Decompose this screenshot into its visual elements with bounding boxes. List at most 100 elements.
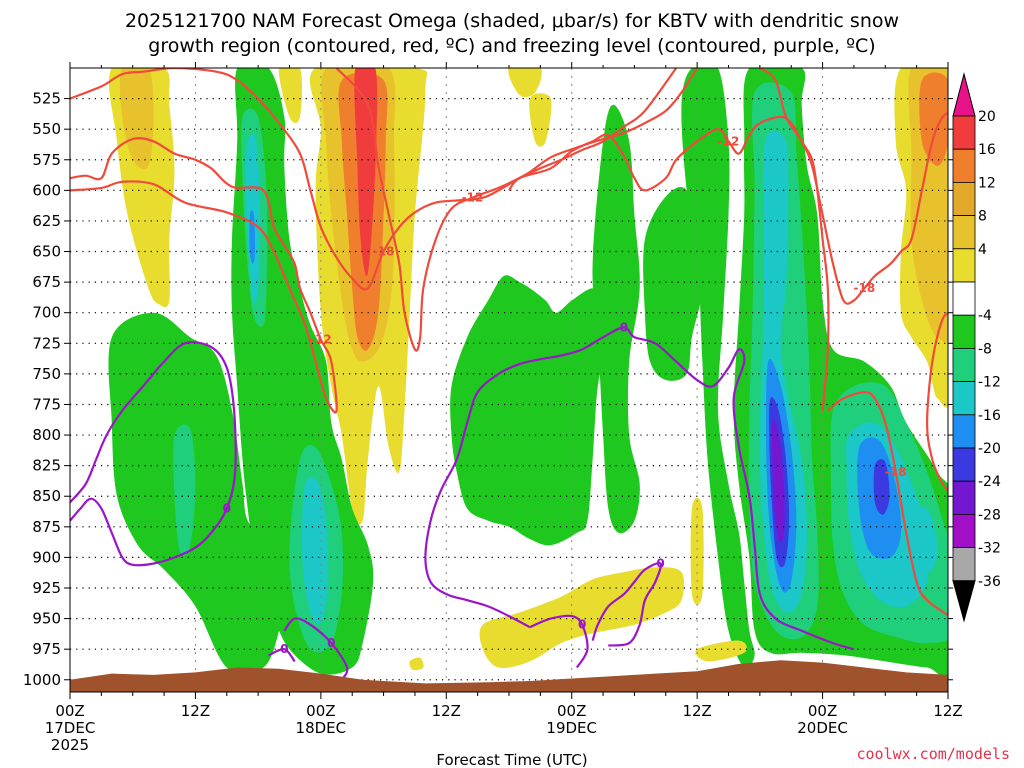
y-tick-label-600: 600 — [32, 181, 61, 199]
dendritic-contour-label-4: -18 — [854, 281, 876, 295]
y-tick-label-550: 550 — [32, 120, 61, 138]
omega-region--4-13 — [108, 312, 285, 674]
omega-region--20-34 — [873, 459, 890, 515]
colorbar-swatch-11 — [952, 480, 976, 515]
dendritic-contour-label-2: -12 — [462, 191, 484, 205]
y-tick-label-750: 750 — [32, 365, 61, 383]
colorbar-label--36: -36 — [978, 574, 1001, 590]
freezing-contour-label-1: 0 — [327, 636, 335, 650]
omega-region-4-6 — [278, 68, 302, 124]
y-tick-label-575: 575 — [32, 151, 61, 169]
y-tick-label-675: 675 — [32, 273, 61, 291]
plot-area: -12 -18 -12 -12 -18 -18 0 0 0 0 0 0 — [70, 68, 948, 692]
omega-region--12-19 — [301, 477, 329, 625]
x-tick-label-48-0: 00Z — [557, 702, 586, 720]
omega-region-4-7 — [508, 68, 542, 98]
colorbar-top-arrow — [952, 72, 976, 117]
dendritic-contour-label-3: -12 — [718, 134, 740, 148]
colorbar-swatch-1 — [952, 148, 976, 183]
colorbar-label-12: 12 — [978, 175, 996, 191]
y-tick-label-700: 700 — [32, 304, 61, 322]
x-tick-label-60-0: 12Z — [682, 702, 711, 720]
colorbar-label--28: -28 — [978, 507, 1001, 523]
dendritic-contour-label-0: -12 — [310, 333, 332, 347]
y-tick-label-850: 850 — [32, 487, 61, 505]
ground-layer — [70, 660, 948, 692]
colorbar-bottom-arrow — [952, 580, 976, 623]
freezing-contour-5 — [591, 561, 663, 647]
omega-region--4-23 — [643, 186, 703, 381]
colorbar-swatch-6 — [952, 314, 976, 349]
chart-title-line2: growth region (contoured, red, ºC) and f… — [148, 35, 875, 57]
dendritic-contour-5 — [827, 391, 948, 617]
x-tick-label-0-0: 00Z — [55, 702, 84, 720]
x-tick-label-72-1: 20DEC — [797, 719, 848, 737]
omega-region-4-38 — [409, 657, 424, 671]
colorbar-label-4: 4 — [978, 242, 987, 258]
x-tick-label-0-2: 2025 — [51, 736, 89, 754]
freezing-contour-label-5: 0 — [656, 557, 664, 571]
omega-region--8-20 — [173, 424, 196, 556]
colorbar: 20 16 12 8 4 -4 -8 -12 -16 -20 -24 -28 -32 -36 — [952, 72, 1001, 623]
y-axis: 525 550 575 600 625 650 675 700 725 750 775 800 825 8… — [23, 90, 953, 689]
x-tick-label-12-0: 12Z — [181, 702, 210, 720]
omega-region-4-8 — [529, 93, 552, 147]
y-tick-label-625: 625 — [32, 212, 61, 230]
freezing-contour-label-4: 0 — [578, 618, 586, 632]
omega-region--4-24 — [681, 68, 755, 669]
dendritic-contour-0 — [70, 137, 338, 414]
dendritic-contour-6 — [926, 312, 948, 493]
x-tick-label-24-0: 00Z — [306, 702, 335, 720]
omega-region--24-30 — [772, 418, 785, 543]
omega-region-4-37 — [690, 497, 704, 605]
omega-region--4-21 — [450, 275, 609, 546]
y-tick-label-825: 825 — [32, 457, 61, 475]
colorbar-label--4: -4 — [978, 308, 992, 324]
dendritic-contour-2 — [335, 68, 699, 352]
freezing-contour-label-2: 0 — [280, 642, 288, 656]
y-tick-label-775: 775 — [32, 395, 61, 413]
colorbar-swatch-9 — [952, 414, 976, 449]
y-tick-label-525: 525 — [32, 90, 61, 108]
freezing-contour-2 — [268, 648, 296, 663]
y-tick-label-975: 975 — [32, 640, 61, 658]
colorbar-swatch-4 — [952, 248, 976, 283]
contour-layer: -12 -18 -12 -12 -18 -18 0 0 0 0 0 0 — [70, 68, 948, 681]
colorbar-swatch-13 — [952, 547, 976, 582]
freezing-contour-label-0: 0 — [223, 501, 231, 515]
x-axis-label: Forecast Time (UTC) — [436, 751, 587, 768]
colorbar-swatch-0 — [952, 115, 976, 150]
dendritic-contour-4 — [759, 68, 948, 305]
colorbar-swatch-5 — [952, 281, 976, 316]
omega-region-4-39 — [695, 640, 747, 662]
y-tick-label-950: 950 — [32, 610, 61, 628]
colorbar-label--32: -32 — [978, 541, 1001, 557]
colorbar-swatch-10 — [952, 447, 976, 482]
x-tick-label-84-0: 12Z — [933, 702, 962, 720]
y-tick-label-925: 925 — [32, 579, 61, 597]
omega-region-12-12 — [919, 72, 948, 166]
y-tick-label-800: 800 — [32, 426, 61, 444]
dendritic-contour-label-1: -18 — [373, 245, 395, 259]
colorbar-swatch-3 — [952, 215, 976, 250]
colorbar-label--24: -24 — [978, 474, 1001, 490]
y-tick-label-725: 725 — [32, 334, 61, 352]
dendritic-contour-label-5: -18 — [885, 465, 907, 479]
chart-title-line1: 2025121700 NAM Forecast Omega (shaded, μ… — [125, 10, 899, 32]
x-tick-label-24-1: 18DEC — [296, 719, 347, 737]
colorbar-label-20: 20 — [978, 109, 996, 125]
colorbar-label--12: -12 — [978, 375, 1001, 391]
x-tick-label-0-1: 17DEC — [45, 719, 96, 737]
colorbar-swatch-8 — [952, 381, 976, 416]
freezing-contour-4 — [529, 614, 589, 669]
colorbar-label-16: 16 — [978, 142, 996, 158]
grid-layer — [70, 68, 948, 692]
freezing-contour-label-3: 0 — [620, 320, 628, 334]
y-tick-label-900: 900 — [32, 548, 61, 566]
colorbar-label--16: -16 — [978, 408, 1001, 424]
x-tick-label-36-0: 12Z — [432, 702, 461, 720]
freezing-contour-0 — [70, 341, 237, 567]
colorbar-label--20: -20 — [978, 441, 1001, 457]
y-tick-label-875: 875 — [32, 518, 61, 536]
